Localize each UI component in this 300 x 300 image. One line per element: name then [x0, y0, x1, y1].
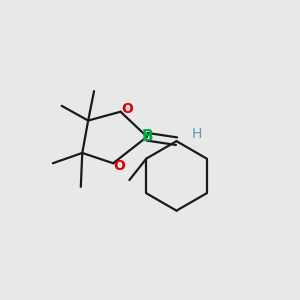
Text: O: O [114, 159, 126, 173]
Text: H: H [192, 127, 202, 141]
Text: O: O [121, 102, 133, 116]
Text: B: B [141, 129, 153, 144]
